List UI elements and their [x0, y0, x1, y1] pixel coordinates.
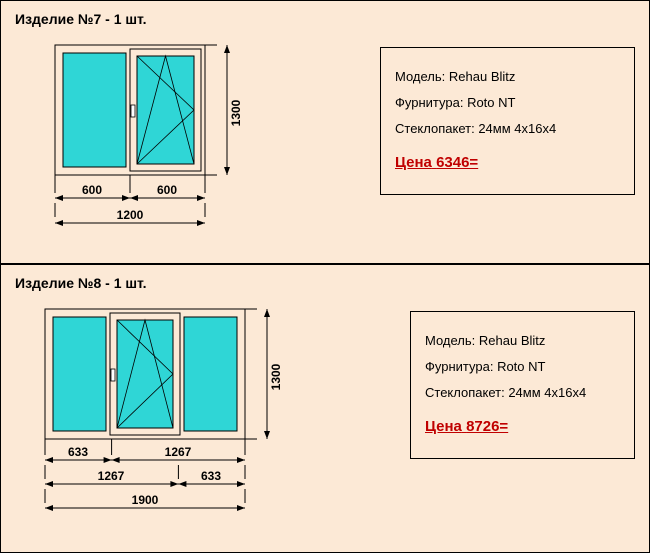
svg-text:1300: 1300: [269, 363, 283, 390]
spec-model: Модель: Rehau Blitz: [395, 64, 620, 90]
svg-text:1900: 1900: [132, 493, 159, 507]
svg-text:600: 600: [157, 183, 177, 197]
svg-text:1267: 1267: [98, 469, 125, 483]
svg-text:1267: 1267: [165, 445, 192, 459]
spec-hardware: Фурнитура: Roto NT: [395, 90, 620, 116]
product-row: 1300 600 600: [15, 35, 635, 245]
product-panel-8: Изделие №8 - 1 шт.: [0, 264, 650, 553]
svg-text:600: 600: [82, 183, 102, 197]
spec-glazing: Стеклопакет: 24мм 4х16х4: [395, 116, 620, 142]
price-7: Цена 6346=: [395, 148, 620, 178]
spec-box-7: Модель: Rehau Blitz Фурнитура: Roto NT С…: [380, 47, 635, 195]
spec-hardware: Фурнитура: Roto NT: [425, 354, 620, 380]
window-diagram-8: 1300 633 1267: [15, 299, 300, 534]
svg-text:633: 633: [201, 469, 221, 483]
product-row: 1300 633 1267: [15, 299, 635, 534]
product-title: Изделие №7 - 1 шт.: [15, 11, 635, 27]
window-diagram-7: 1300 600 600: [15, 35, 270, 245]
spec-model: Модель: Rehau Blitz: [425, 328, 620, 354]
svg-text:633: 633: [68, 445, 88, 459]
spec-glazing: Стеклопакет: 24мм 4х16х4: [425, 380, 620, 406]
product-title: Изделие №8 - 1 шт.: [15, 275, 635, 291]
price-8: Цена 8726=: [425, 412, 620, 442]
svg-text:1200: 1200: [117, 208, 144, 222]
spec-box-8: Модель: Rehau Blitz Фурнитура: Roto NT С…: [410, 311, 635, 459]
product-panel-7: Изделие №7 - 1 шт.: [0, 0, 650, 264]
height-dim: 1300: [229, 99, 243, 126]
